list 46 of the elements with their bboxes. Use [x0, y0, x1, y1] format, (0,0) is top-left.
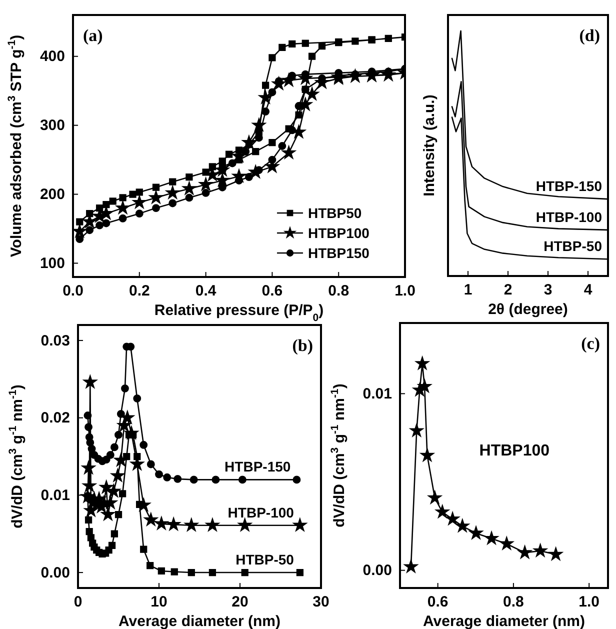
series-label: HTBP-100	[228, 504, 294, 520]
annotation: (d)	[579, 26, 600, 45]
series-label: HTBP-50	[236, 552, 294, 568]
y-tick-label: 100	[40, 255, 65, 272]
y-tick-label: 400	[40, 48, 65, 66]
series-label: HTBP-150	[224, 458, 291, 475]
x-tick-label: 0.6	[427, 594, 448, 611]
series-label: HTBP-50	[544, 238, 602, 254]
y-tick-label: 0.01	[40, 486, 70, 504]
y-tick-label: 0.00	[40, 564, 70, 582]
x-tick-label: 3	[544, 282, 552, 299]
x-axis-title: Average diameter (nm)	[423, 613, 585, 629]
x-tick-label: 20	[232, 594, 248, 611]
x-axis-title: 2θ (degree)	[488, 301, 568, 318]
x-tick-label: 0.8	[328, 282, 350, 300]
x-tick-label: 0.0	[62, 282, 84, 300]
x-tick-label: 0.8	[503, 594, 524, 611]
x-tick-label: 0	[74, 594, 82, 611]
x-tick-label: 10	[150, 594, 168, 611]
x-tick-label: 0.2	[128, 282, 150, 300]
y-tick-label: 200	[40, 186, 65, 204]
x-tick-label: 0.6	[262, 282, 283, 300]
y-tick-label: 0.02	[40, 410, 70, 427]
x-tick-label: 2	[504, 282, 512, 299]
x-tick-label: 30	[312, 594, 330, 611]
annotation: (a)	[83, 26, 103, 45]
text: HTBP100	[479, 442, 550, 460]
x-tick-label: 1.0	[394, 282, 416, 300]
annotation: (c)	[581, 334, 600, 353]
y-tick-label: 300	[40, 117, 65, 134]
y-tick-label: 0.03	[40, 332, 70, 350]
series-label: HTBP-150	[536, 178, 602, 194]
series-label: HTBP-100	[536, 208, 602, 225]
y-axis-title: Intensity (a.u.)	[421, 94, 438, 196]
legend-label: HTBP50	[308, 205, 362, 221]
x-tick-label: 0.4	[195, 282, 217, 300]
legend-label: HTBP150	[308, 245, 370, 261]
y-tick-label: 0.00	[362, 562, 392, 580]
x-axis-title: Relative pressure (P/P$_{0}$)	[154, 302, 324, 324]
y-tick-label: 0.01	[362, 385, 392, 402]
annotation: (b)	[292, 336, 313, 355]
x-axis-title: Average diameter (nm)	[118, 613, 280, 629]
x-tick-label: 1.0	[578, 594, 600, 611]
legend-label: HTBP100	[308, 225, 370, 241]
x-tick-label: 1	[464, 282, 472, 299]
x-tick-label: 4	[584, 282, 593, 299]
